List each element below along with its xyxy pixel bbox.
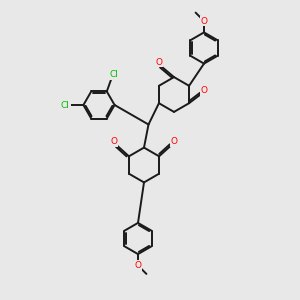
Text: O: O (200, 16, 208, 26)
Text: O: O (134, 261, 142, 270)
Text: Cl: Cl (109, 70, 118, 79)
Text: O: O (171, 137, 178, 146)
Text: Cl: Cl (61, 100, 70, 109)
Text: O: O (110, 137, 117, 146)
Text: O: O (155, 58, 163, 67)
Text: O: O (201, 86, 208, 95)
